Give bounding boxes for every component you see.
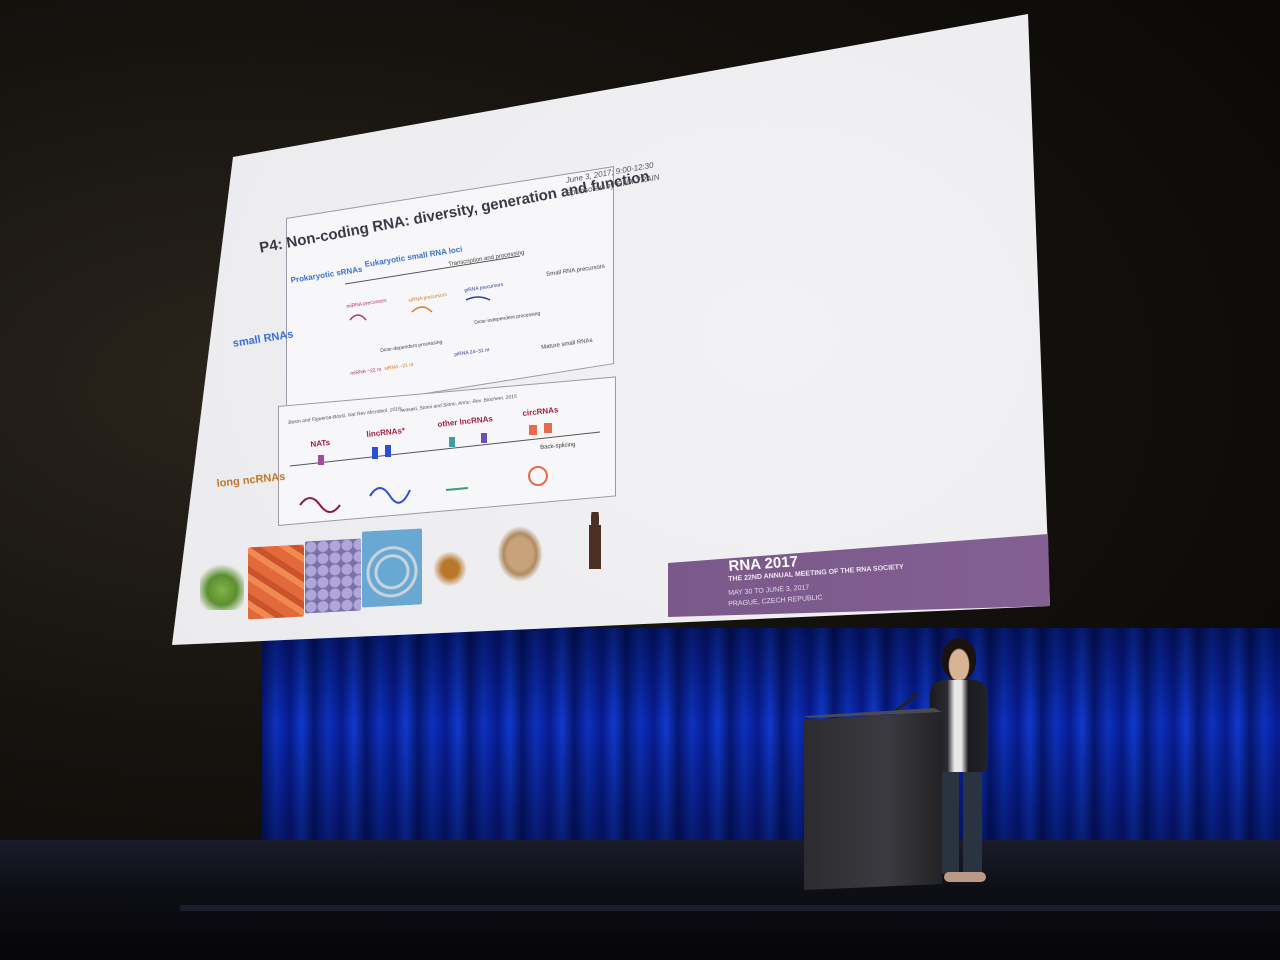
speaker-head (942, 638, 976, 680)
speaker-shoes (944, 872, 986, 882)
curtain-shading (262, 628, 1280, 868)
stage-floor (0, 840, 1280, 960)
speaker-legs (940, 768, 982, 874)
podium-top (804, 708, 942, 718)
podium (804, 712, 942, 890)
stage-edge (180, 905, 1280, 911)
